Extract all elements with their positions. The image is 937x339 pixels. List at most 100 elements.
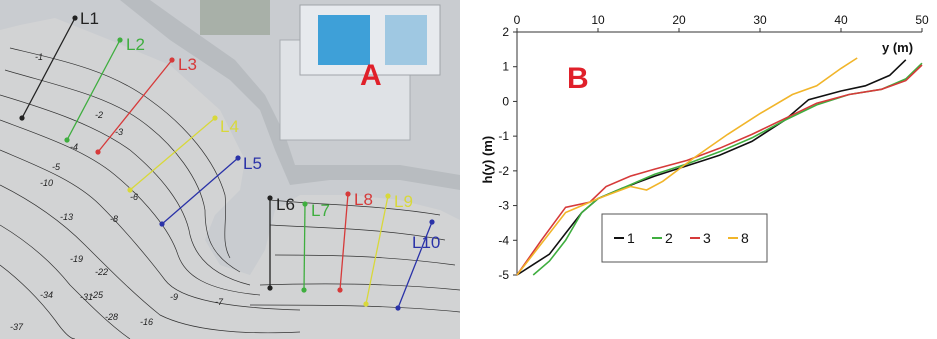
transect-l6: L6 xyxy=(267,195,295,291)
transect-end-point xyxy=(337,287,343,293)
transect-l9: L9 xyxy=(363,192,413,307)
transect-label: L4 xyxy=(220,117,239,136)
transect-line xyxy=(97,59,173,153)
contour-label: -8 xyxy=(110,214,118,224)
sea-area xyxy=(0,18,460,339)
chart-series xyxy=(516,57,923,276)
transect-label: L2 xyxy=(126,35,145,54)
legend-label: 8 xyxy=(741,230,749,246)
panel-letter-b: B xyxy=(567,62,589,95)
transect-end-point xyxy=(301,287,307,293)
x-axis-label: y (m) xyxy=(882,40,913,55)
transect-l3: L3 xyxy=(95,55,197,155)
transect-l7: L7 xyxy=(301,201,330,293)
transect-label: L3 xyxy=(178,55,197,74)
transect-line xyxy=(161,157,239,225)
transect-end-point xyxy=(267,285,273,291)
contour-label: -37 xyxy=(10,322,24,332)
y-tick-label: -1 xyxy=(498,129,509,143)
transect-label: L8 xyxy=(354,190,373,209)
contour-label: -13 xyxy=(60,212,73,222)
swimming-pool xyxy=(318,15,370,65)
transect-line xyxy=(339,193,349,291)
contour-labels: -1 -2 -3 -4 -5 -6 -8 -10 -13 -19 -22 -25 -28 -31 -34 -3… xyxy=(10,52,224,332)
transect-end-point xyxy=(363,301,369,307)
legend-label: 3 xyxy=(703,230,711,246)
transect-end-point xyxy=(19,115,25,121)
x-tick-label: 40 xyxy=(834,13,848,27)
series-line-8 xyxy=(516,57,858,276)
contour-label: -10 xyxy=(40,178,53,188)
swimming-pool-2 xyxy=(385,15,427,65)
transect-end-point xyxy=(395,305,401,311)
transect-l8: L8 xyxy=(337,190,373,293)
x-tick-label: 30 xyxy=(753,13,767,27)
y-tick-label: -3 xyxy=(498,199,509,213)
contour-label: -6 xyxy=(130,192,138,202)
transect-start-point xyxy=(117,37,123,43)
contour-label: -34 xyxy=(40,290,53,300)
contour-label: -25 xyxy=(90,290,104,300)
transect-label: L5 xyxy=(243,154,262,173)
y-tick-label: -2 xyxy=(498,164,509,178)
transect-l1: L1 xyxy=(19,9,99,121)
contour-label: -5 xyxy=(52,162,61,172)
aerial-map-panel: -1 -2 -3 -4 -5 -6 -8 -10 -13 -19 -22 -25 -28 -31 -34 -3… xyxy=(0,0,460,339)
contour-label: -7 xyxy=(215,297,224,307)
transect-line xyxy=(21,17,76,119)
contour-label: -9 xyxy=(170,292,178,302)
transect-end-point xyxy=(127,187,133,193)
transect-end-point xyxy=(159,221,165,227)
legend-label: 1 xyxy=(627,230,635,246)
bathymetric-contours xyxy=(0,47,460,339)
x-tick-label: 50 xyxy=(915,13,929,27)
transect-label: L1 xyxy=(80,9,99,28)
contour-label: -1 xyxy=(35,52,43,62)
contour-label: -4 xyxy=(70,142,78,152)
x-tick-label: 0 xyxy=(514,13,521,27)
contour-label: -19 xyxy=(70,254,83,264)
series-line-3 xyxy=(516,64,923,276)
transect-start-point xyxy=(345,191,351,197)
transect-start-point xyxy=(72,15,78,21)
contour-label: -3 xyxy=(115,127,123,137)
legend-label: 2 xyxy=(665,230,673,246)
transect-start-point xyxy=(385,193,391,199)
transect-label: L10 xyxy=(412,233,440,252)
transect-label: L7 xyxy=(311,201,330,220)
transect-start-point xyxy=(267,195,273,201)
contour-label: -31 xyxy=(80,292,93,302)
panel-letter-a: A xyxy=(360,59,382,92)
coastal-road xyxy=(120,0,460,190)
transect-end-point xyxy=(95,149,101,155)
transect-start-point xyxy=(169,57,175,63)
transect-start-point xyxy=(212,115,218,121)
transect-start-point xyxy=(235,155,241,161)
contour-label: -28 xyxy=(105,312,118,322)
x-tick-label: 10 xyxy=(591,13,605,27)
transect-line xyxy=(129,117,216,191)
transect-start-point xyxy=(429,219,435,225)
y-tick-label: 0 xyxy=(502,94,509,108)
y-tick-label: 1 xyxy=(502,60,509,74)
contour-label: -2 xyxy=(95,110,103,120)
transect-line xyxy=(397,221,433,309)
contour-label: -22 xyxy=(95,267,108,277)
legend-box xyxy=(601,213,768,263)
transect-end-point xyxy=(64,137,70,143)
x-tick-label: 20 xyxy=(672,13,686,27)
transect-line xyxy=(303,203,306,291)
transect-l4: L4 xyxy=(127,115,239,193)
chart-legend: 1 2 3 8 xyxy=(601,213,768,263)
transect-line xyxy=(365,195,389,305)
series-line-1 xyxy=(516,59,907,276)
parking-area xyxy=(200,0,270,35)
transect-l5: L5 xyxy=(159,154,262,227)
y-tick-label: -5 xyxy=(498,268,509,282)
contour-label: -16 xyxy=(140,317,153,327)
y-axis-label: h(y) (m) xyxy=(480,136,495,184)
transect-line xyxy=(66,39,121,141)
